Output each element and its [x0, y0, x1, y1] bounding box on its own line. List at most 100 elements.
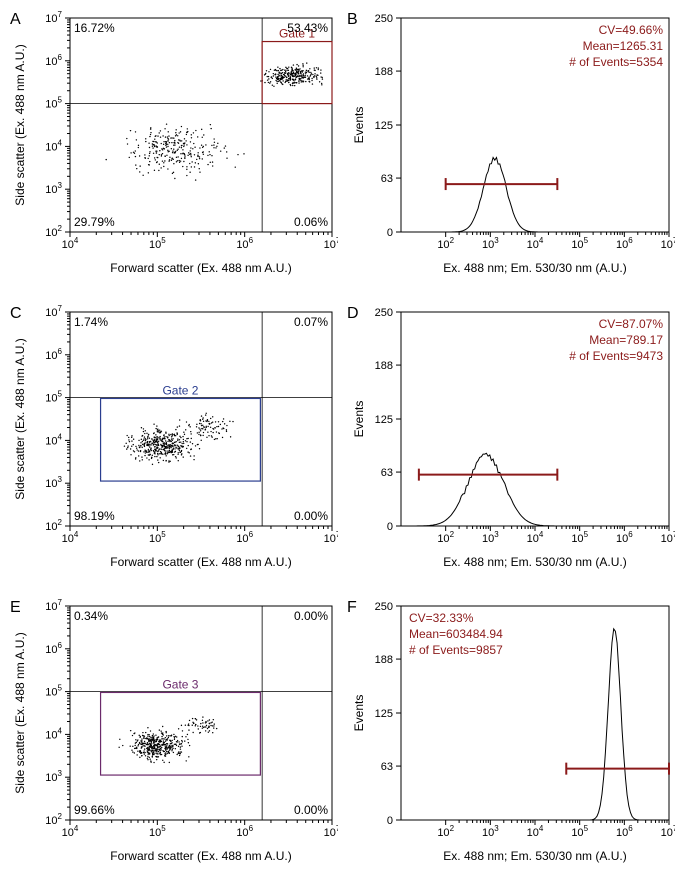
svg-text:125: 125 [374, 120, 392, 132]
panel-letter: F [347, 599, 357, 616]
svg-text:103: 103 [481, 236, 498, 251]
gate-label: Gate 3 [162, 677, 198, 691]
svg-text:104: 104 [62, 530, 79, 545]
quad-tl: 0.34% [74, 609, 108, 623]
panel-D: D063125188250102103104105106107Ex. 488 n… [345, 302, 678, 572]
panel-letter: D [347, 305, 359, 322]
quad-tr: 53.43% [287, 21, 328, 35]
stat-mean: Mean=1265.31 [582, 39, 663, 53]
svg-text:104: 104 [45, 138, 62, 153]
svg-text:106: 106 [45, 53, 62, 68]
svg-text:105: 105 [571, 824, 588, 839]
svg-text:188: 188 [374, 360, 392, 372]
stat-events: # of Events=5354 [569, 55, 663, 69]
svg-text:106: 106 [236, 530, 253, 545]
y-axis-label: Events [352, 695, 366, 732]
svg-text:103: 103 [481, 824, 498, 839]
svg-text:105: 105 [149, 236, 166, 251]
svg-text:125: 125 [374, 414, 392, 426]
svg-text:250: 250 [374, 307, 392, 319]
x-axis-label: Ex. 488 nm; Em. 530/30 nm (A.U.) [443, 849, 626, 863]
stat-cv: CV=32.33% [409, 611, 474, 625]
quad-bl: 29.79% [74, 215, 115, 229]
svg-text:63: 63 [380, 761, 392, 773]
svg-text:107: 107 [45, 10, 62, 25]
svg-text:104: 104 [45, 432, 62, 447]
panel-E: E104105106107102103104105106107Forward s… [8, 596, 341, 866]
x-axis-label: Ex. 488 nm; Em. 530/30 nm (A.U.) [443, 261, 626, 275]
svg-text:0: 0 [386, 521, 392, 533]
histogram-curve [401, 453, 669, 526]
svg-text:102: 102 [437, 236, 454, 251]
svg-text:250: 250 [374, 13, 392, 25]
svg-text:188: 188 [374, 66, 392, 78]
panel-letter: A [10, 11, 21, 28]
svg-text:105: 105 [45, 684, 62, 699]
y-axis-label: Side scatter (Ex. 488 nm A.U.) [13, 44, 27, 205]
svg-text:105: 105 [45, 96, 62, 111]
stat-cv: CV=87.07% [598, 317, 663, 331]
svg-text:102: 102 [45, 812, 62, 827]
svg-text:103: 103 [45, 769, 62, 784]
panel-letter: B [347, 11, 358, 28]
stat-mean: Mean=789.17 [589, 333, 663, 347]
svg-text:103: 103 [481, 530, 498, 545]
svg-text:103: 103 [45, 475, 62, 490]
svg-text:107: 107 [324, 530, 338, 545]
y-axis-label: Side scatter (Ex. 488 nm A.U.) [13, 338, 27, 499]
svg-text:107: 107 [660, 530, 674, 545]
gate-label: Gate 2 [162, 383, 198, 397]
quad-br: 0.00% [294, 509, 328, 523]
gate-rect [101, 398, 261, 481]
svg-text:104: 104 [62, 236, 79, 251]
svg-text:105: 105 [571, 236, 588, 251]
svg-text:104: 104 [526, 824, 543, 839]
x-axis-label: Forward scatter (Ex. 488 nm A.U.) [110, 555, 291, 569]
figure-grid: A 104 105 106 107 102 103 104 105 106 107 Forward s… [8, 8, 677, 866]
svg-text:107: 107 [45, 598, 62, 613]
quad-tl: 16.72% [74, 21, 115, 35]
svg-text:107: 107 [660, 236, 674, 251]
y-axis-label: Events [352, 401, 366, 438]
svg-text:105: 105 [571, 530, 588, 545]
stat-mean: Mean=603484.94 [409, 627, 503, 641]
svg-text:63: 63 [380, 173, 392, 185]
y-axis-label: Side scatter (Ex. 488 nm A.U.) [13, 632, 27, 793]
histogram-curve [401, 158, 669, 233]
x-axis-label: Forward scatter (Ex. 488 nm A.U.) [110, 849, 291, 863]
svg-text:102: 102 [437, 824, 454, 839]
quad-bl: 99.66% [74, 803, 115, 817]
svg-text:104: 104 [45, 726, 62, 741]
svg-text:103: 103 [45, 181, 62, 196]
svg-text:107: 107 [324, 824, 338, 839]
svg-text:106: 106 [236, 236, 253, 251]
svg-text:107: 107 [45, 304, 62, 319]
svg-text:188: 188 [374, 654, 392, 666]
quad-bl: 98.19% [74, 509, 115, 523]
panel-B: B063125188250102103104105106107Ex. 488 n… [345, 8, 678, 278]
x-axis-label: Forward scatter (Ex. 488 nm A.U.) [110, 261, 291, 275]
stat-events: # of Events=9473 [569, 349, 663, 363]
svg-text:104: 104 [62, 824, 79, 839]
panel-F: F063125188250102103104105106107Ex. 488 n… [345, 596, 678, 866]
svg-text:125: 125 [374, 708, 392, 720]
panel-letter: C [10, 305, 22, 322]
panel-letter: E [10, 599, 21, 616]
svg-text:106: 106 [615, 236, 632, 251]
svg-text:105: 105 [149, 530, 166, 545]
svg-text:104: 104 [526, 236, 543, 251]
quad-tr: 0.00% [294, 609, 328, 623]
quad-tl: 1.74% [74, 315, 108, 329]
histogram-curve [401, 629, 669, 820]
svg-text:106: 106 [615, 824, 632, 839]
panel-C: C104105106107102103104105106107Forward s… [8, 302, 341, 572]
stat-cv: CV=49.66% [598, 23, 663, 37]
svg-text:104: 104 [526, 530, 543, 545]
svg-text:106: 106 [45, 641, 62, 656]
svg-text:105: 105 [45, 390, 62, 405]
y-axis-label: Events [352, 107, 366, 144]
svg-text:105: 105 [149, 824, 166, 839]
stat-events: # of Events=9857 [409, 643, 503, 657]
quad-tr: 0.07% [294, 315, 328, 329]
panel-A: A104105106107102103104105106107Forward s… [8, 8, 341, 278]
